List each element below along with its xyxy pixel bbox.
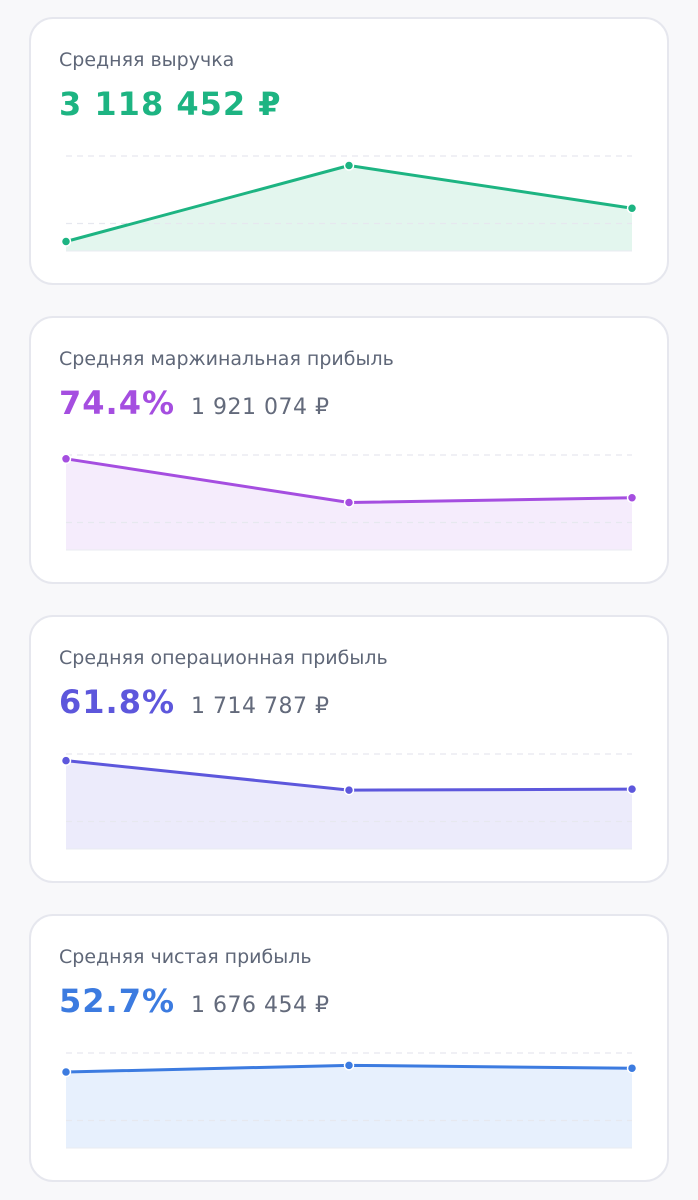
trend-point <box>60 453 72 465</box>
trend-chart <box>60 753 638 850</box>
trend-point <box>343 1060 355 1071</box>
card-title: Средняя выручка <box>59 49 235 71</box>
main-value: 74.4% <box>59 384 176 422</box>
secondary-value: 1 714 787 ₽ <box>191 694 330 719</box>
trend-area <box>66 1065 632 1148</box>
main-value: 52.7% <box>59 982 176 1020</box>
metric-card-margin-profit: Средняя маржинальная прибыль 74.4% 1 921… <box>29 316 669 584</box>
trend-area <box>66 165 632 251</box>
value-row: 3 118 452 ₽ <box>59 85 282 123</box>
trend-point <box>626 1062 638 1074</box>
trend-point <box>626 203 638 214</box>
card-title: Средняя операционная прибыль <box>59 647 388 669</box>
trend-chart <box>60 155 638 252</box>
main-value: 3 118 452 ₽ <box>59 85 282 123</box>
card-title: Средняя маржинальная прибыль <box>59 348 394 370</box>
value-row: 52.7% 1 676 454 ₽ <box>59 982 329 1020</box>
trend-chart <box>60 453 638 551</box>
trend-point <box>626 783 638 795</box>
trend-point <box>343 160 355 171</box>
trend-point <box>343 784 355 796</box>
metric-card-revenue: Средняя выручка 3 118 452 ₽ <box>29 17 669 285</box>
trend-point <box>60 755 72 766</box>
metric-card-net-profit: Средняя чистая прибыль 52.7% 1 676 454 ₽ <box>29 914 669 1182</box>
secondary-value: 1 676 454 ₽ <box>191 993 330 1018</box>
trend-area <box>66 760 632 849</box>
value-row: 61.8% 1 714 787 ₽ <box>59 683 329 721</box>
secondary-value: 1 921 074 ₽ <box>191 395 330 420</box>
trend-point <box>60 1066 72 1078</box>
card-title: Средняя чистая прибыль <box>59 946 312 968</box>
main-value: 61.8% <box>59 683 176 721</box>
trend-point <box>343 497 355 508</box>
trend-point <box>60 236 72 247</box>
metric-card-operating-profit: Средняя операционная прибыль 61.8% 1 714… <box>29 615 669 883</box>
trend-point <box>626 492 638 503</box>
trend-chart <box>60 1052 638 1149</box>
value-row: 74.4% 1 921 074 ₽ <box>59 384 329 422</box>
